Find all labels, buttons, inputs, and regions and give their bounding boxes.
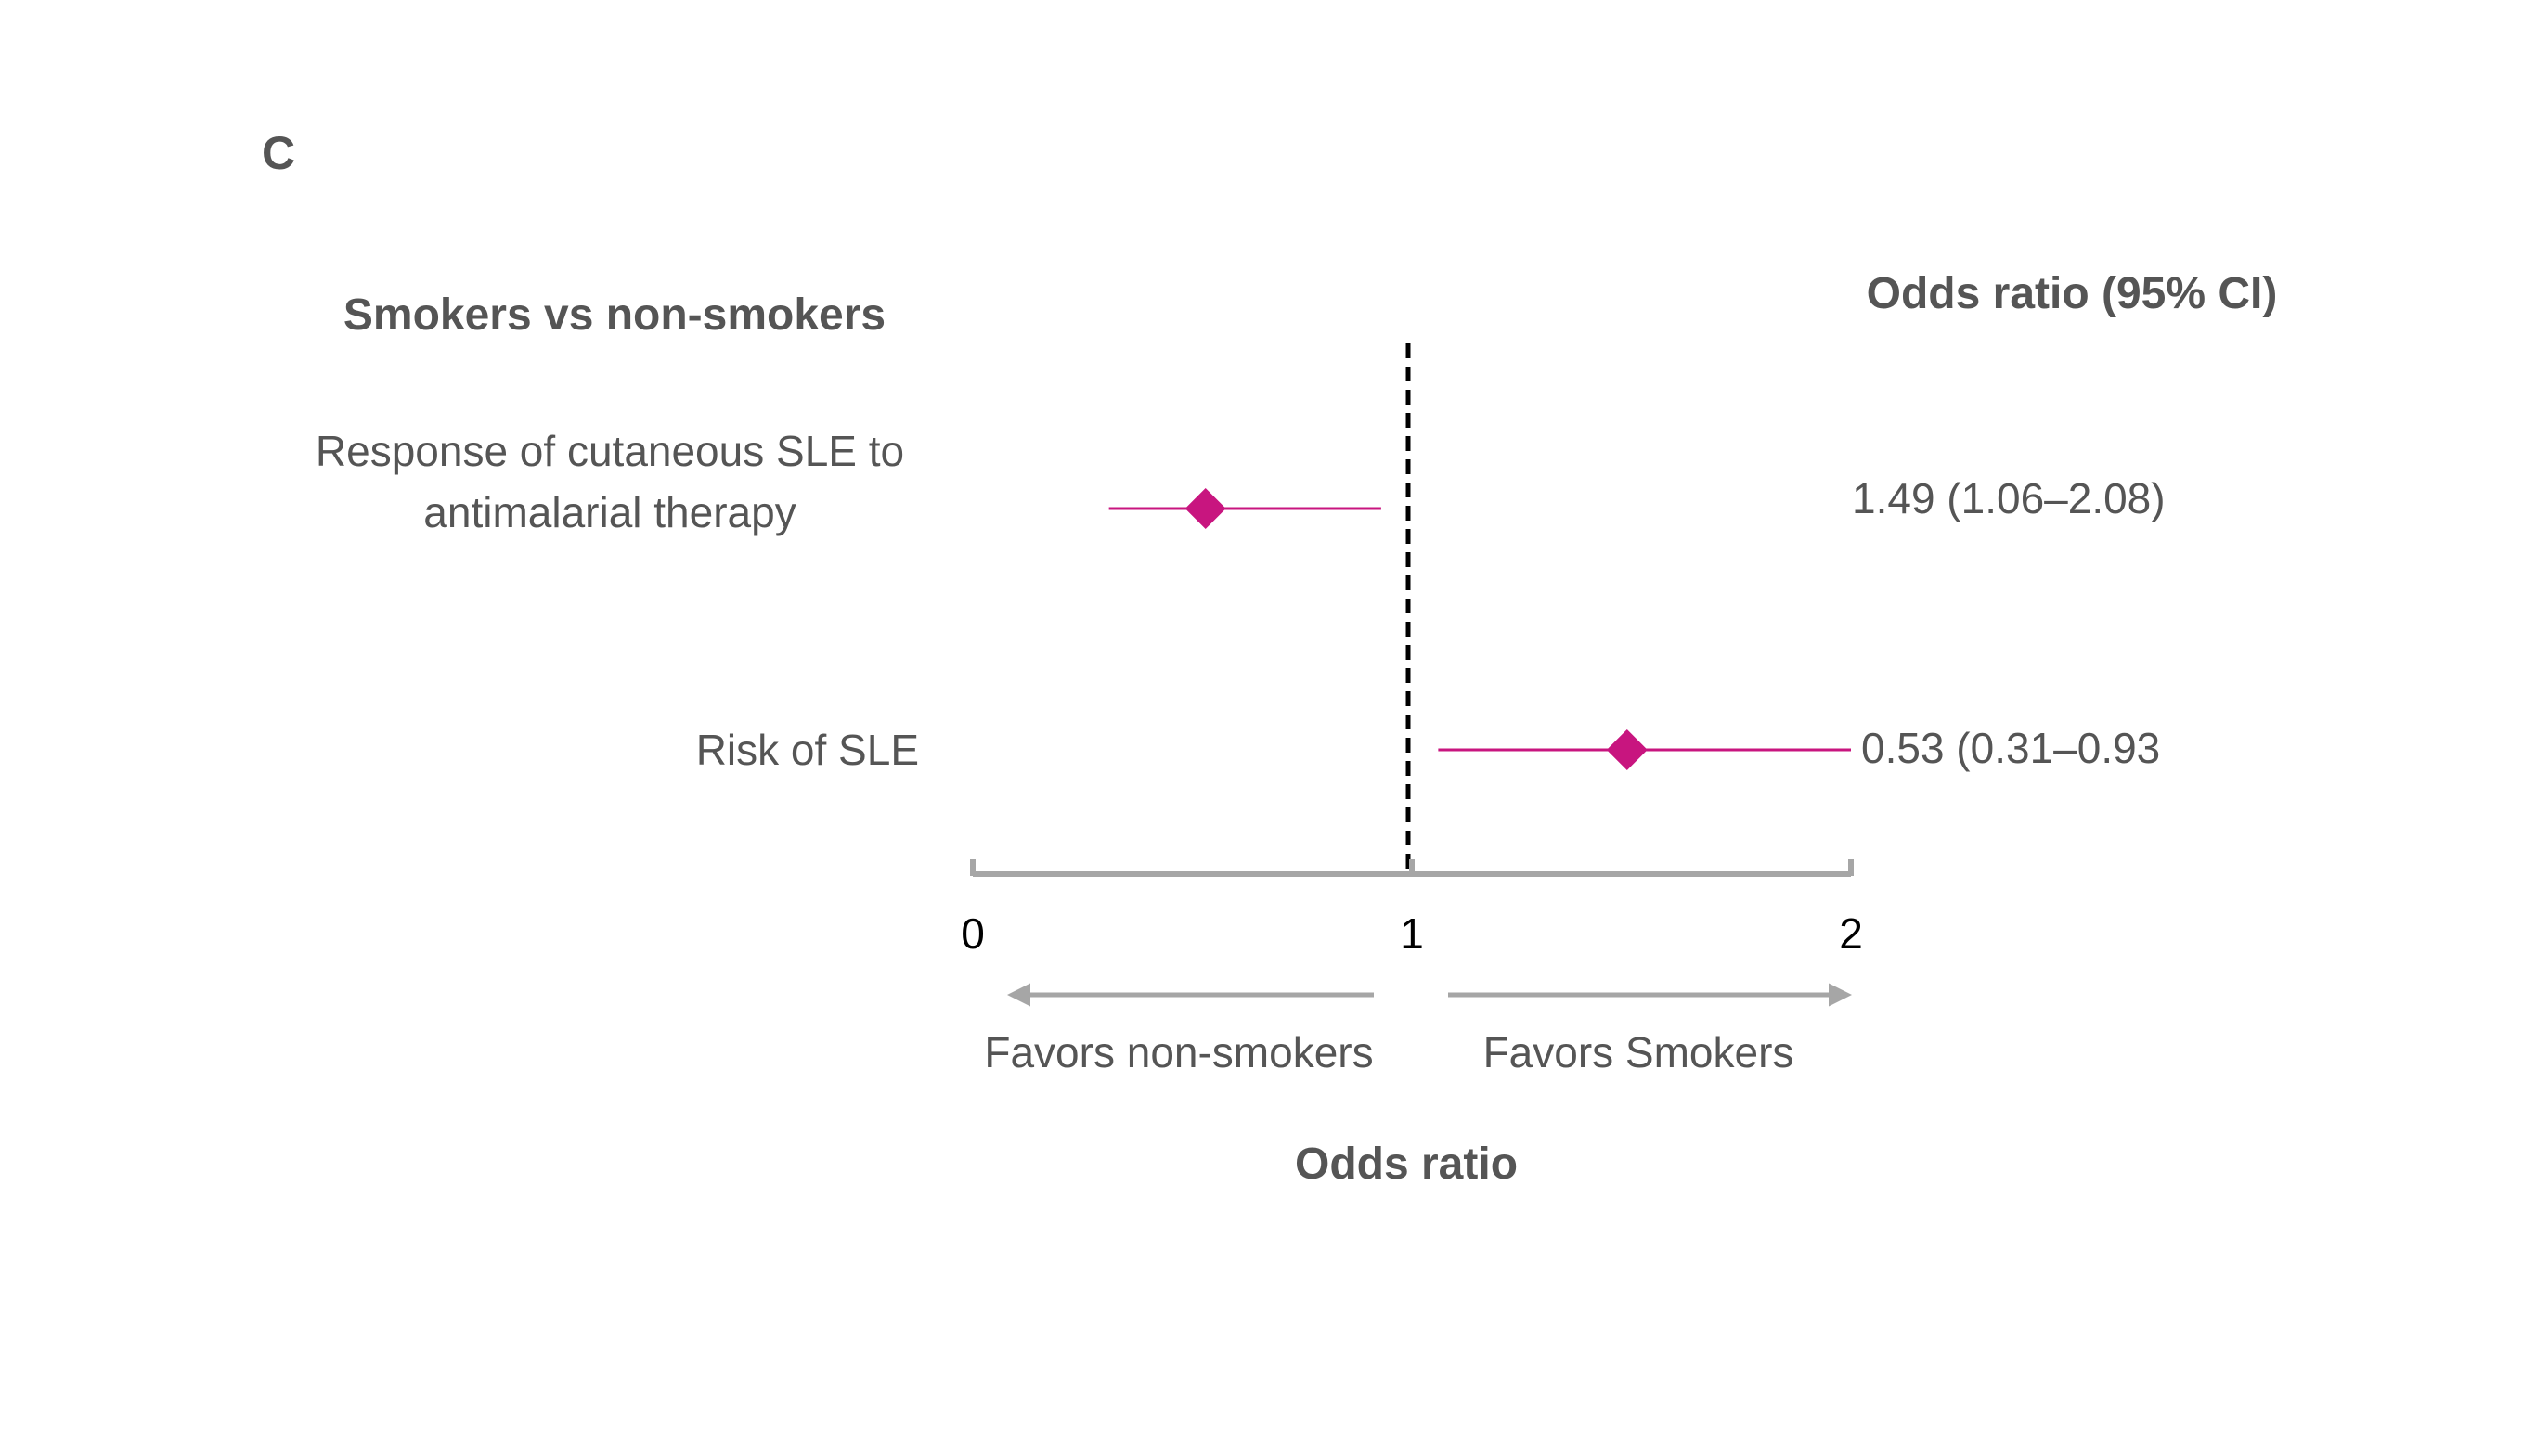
favor-right-label: Favors Smokers (1483, 1028, 1794, 1076)
row-label: Risk of SLE (696, 726, 919, 774)
favor-left-label: Favors non-smokers (984, 1028, 1373, 1076)
x-axis-title: Odds ratio (1295, 1140, 1518, 1189)
forest-row: Risk of SLE 0.53 (0.31–0.93 (696, 724, 2161, 774)
x-axis-ticks: 0 1 2 (961, 859, 1863, 958)
forest-row: Response of cutaneous SLE to antimalarial… (316, 427, 2166, 536)
row-label: Response of cutaneous SLE to (316, 427, 904, 475)
panel-label: C (262, 127, 295, 179)
point-estimate-marker (1184, 488, 1226, 529)
x-tick-label: 0 (961, 909, 985, 958)
row-label: antimalarial therapy (423, 488, 796, 536)
comparison-header: Smokers vs non-smokers (343, 290, 886, 340)
estimate-header: Odds ratio (95% CI) (1867, 269, 2278, 318)
estimate-text: 0.53 (0.31–0.93 (1861, 724, 2160, 772)
estimate-text: 1.49 (1.06–2.08) (1852, 474, 2166, 522)
point-estimate-marker (1606, 729, 1648, 770)
x-tick-label: 1 (1400, 909, 1424, 958)
x-tick-label: 2 (1839, 909, 1863, 958)
forest-rows: Response of cutaneous SLE to antimalarial… (316, 427, 2166, 774)
